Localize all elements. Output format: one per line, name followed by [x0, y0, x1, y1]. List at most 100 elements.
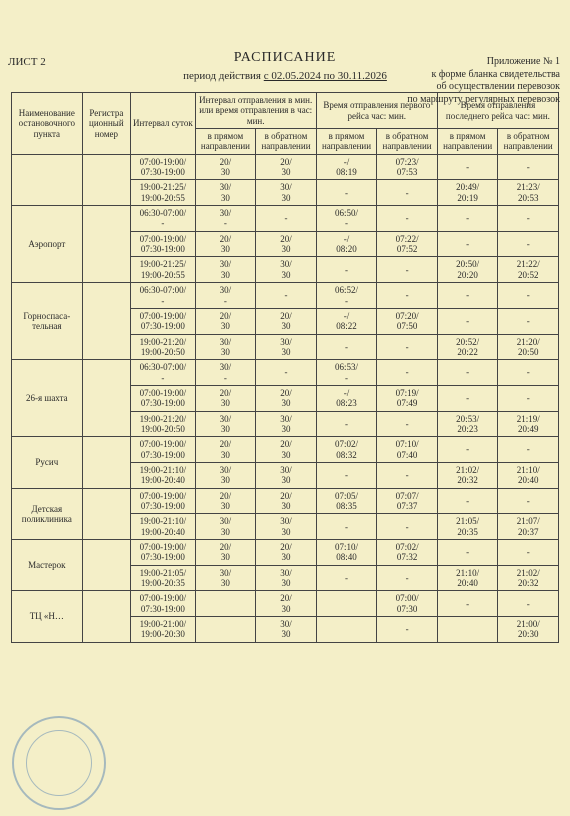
reg-number	[82, 283, 130, 360]
cell: -	[256, 283, 317, 309]
cell: 20/ 30	[256, 591, 317, 617]
cell: 21:23/ 20:53	[498, 180, 559, 206]
header-line: Приложение № 1	[407, 56, 560, 69]
period-prefix: период действия	[183, 70, 264, 82]
cell: 21:10/ 20:40	[437, 565, 498, 591]
stop-name: 26-я шахта	[12, 360, 83, 437]
cell: 30/ -	[195, 283, 256, 309]
cell: 21:19/ 20:49	[498, 411, 559, 437]
th-fwd: в прямом направлении	[316, 129, 377, 155]
table-row: 26-я шахта06:30-07:00/ -30/ --06:53/ ---…	[12, 360, 559, 386]
stop-name: Горноспаса- тельная	[12, 283, 83, 360]
reg-number	[82, 154, 130, 205]
cell: 06:53/ -	[316, 360, 377, 386]
cell: -	[498, 308, 559, 334]
cell: 30/ 30	[256, 257, 317, 283]
cell: 07:23/ 07:53	[377, 154, 438, 180]
cell: -	[377, 462, 438, 488]
cell: -	[316, 462, 377, 488]
cell: -	[437, 308, 498, 334]
cell: -	[498, 154, 559, 180]
cell: -	[437, 206, 498, 232]
cell: 19:00-21:20/ 19:00-20:50	[131, 334, 196, 360]
cell: 07:00-19:00/ 07:30-19:00	[131, 591, 196, 617]
cell: 20/ 30	[195, 488, 256, 514]
cell: -	[498, 540, 559, 566]
cell: 20/ 30	[256, 488, 317, 514]
cell: -	[498, 206, 559, 232]
cell: -	[498, 283, 559, 309]
th-interval: Интервал суток	[131, 93, 196, 155]
stop-name: Мастерок	[12, 540, 83, 591]
cell: 06:52/ -	[316, 283, 377, 309]
cell: 20/ 30	[256, 154, 317, 180]
cell: 19:00-21:00/ 19:00-20:30	[131, 617, 196, 643]
cell: -	[377, 283, 438, 309]
cell: 30/ -	[195, 206, 256, 232]
cell: 19:00-21:10/ 19:00-20:40	[131, 514, 196, 540]
cell: 20:49/ 20:19	[437, 180, 498, 206]
cell: 21:00/ 20:30	[498, 617, 559, 643]
th-rev: в обратном направлении	[498, 129, 559, 155]
cell: 30/ 30	[256, 514, 317, 540]
cell: 30/ 30	[256, 617, 317, 643]
cell: -	[377, 514, 438, 540]
cell	[195, 591, 256, 617]
cell: 21:02/ 20:32	[498, 565, 559, 591]
cell: -	[316, 565, 377, 591]
cell: 30/ 30	[195, 565, 256, 591]
cell: 07:22/ 07:52	[377, 231, 438, 257]
cell: 30/ 30	[195, 462, 256, 488]
cell: 30/ 30	[256, 334, 317, 360]
th-rev: в обратном направлении	[256, 129, 317, 155]
cell: -/ 08:23	[316, 385, 377, 411]
cell: 07:00-19:00/ 07:30-19:00	[131, 154, 196, 180]
cell: 20/ 30	[256, 308, 317, 334]
stop-name: Детская поликлиника	[12, 488, 83, 539]
cell: -	[437, 231, 498, 257]
cell: 20/ 30	[256, 540, 317, 566]
cell: 06:50/ -	[316, 206, 377, 232]
cell: -	[437, 488, 498, 514]
cell: -	[498, 385, 559, 411]
cell: 19:00-21:10/ 19:00-20:40	[131, 462, 196, 488]
stop-name: ТЦ «Н…	[12, 591, 83, 642]
cell: -	[498, 360, 559, 386]
cell: -	[316, 180, 377, 206]
cell: 19:00-21:25/ 19:00-20:55	[131, 180, 196, 206]
cell: 20/ 30	[195, 437, 256, 463]
cell: -	[437, 154, 498, 180]
cell: 21:02/ 20:32	[437, 462, 498, 488]
cell: 20/ 30	[256, 385, 317, 411]
cell: -	[377, 617, 438, 643]
cell: 19:00-21:25/ 19:00-20:55	[131, 257, 196, 283]
cell: -	[377, 360, 438, 386]
cell: 07:20/ 07:50	[377, 308, 438, 334]
cell: 30/ 30	[256, 180, 317, 206]
table-row: Детская поликлиника07:00-19:00/ 07:30-19…	[12, 488, 559, 514]
cell: 07:19/ 07:49	[377, 385, 438, 411]
cell: -/ 08:19	[316, 154, 377, 180]
cell	[195, 617, 256, 643]
cell: -/ 08:20	[316, 231, 377, 257]
table-row: Горноспаса- тельная06:30-07:00/ -30/ --0…	[12, 283, 559, 309]
header-line: по маршруту регулярных перевозок	[407, 94, 560, 107]
cell: 06:30-07:00/ -	[131, 360, 196, 386]
cell: 30/ 30	[256, 565, 317, 591]
cell: 06:30-07:00/ -	[131, 283, 196, 309]
cell: 21:05/ 20:35	[437, 514, 498, 540]
cell: 21:07/ 20:37	[498, 514, 559, 540]
reg-number	[82, 488, 130, 539]
cell: 30/ 30	[195, 180, 256, 206]
cell: 07:00-19:00/ 07:30-19:00	[131, 540, 196, 566]
header-line: к форме бланка свидетельства	[407, 69, 560, 82]
reg-number	[82, 591, 130, 642]
cell: 20/ 30	[195, 385, 256, 411]
cell: 20/ 30	[256, 231, 317, 257]
cell: -	[498, 488, 559, 514]
cell: 20:53/ 20:23	[437, 411, 498, 437]
cell: 07:05/ 08:35	[316, 488, 377, 514]
cell: -	[316, 514, 377, 540]
cell: 20/ 30	[256, 437, 317, 463]
cell: -	[437, 360, 498, 386]
